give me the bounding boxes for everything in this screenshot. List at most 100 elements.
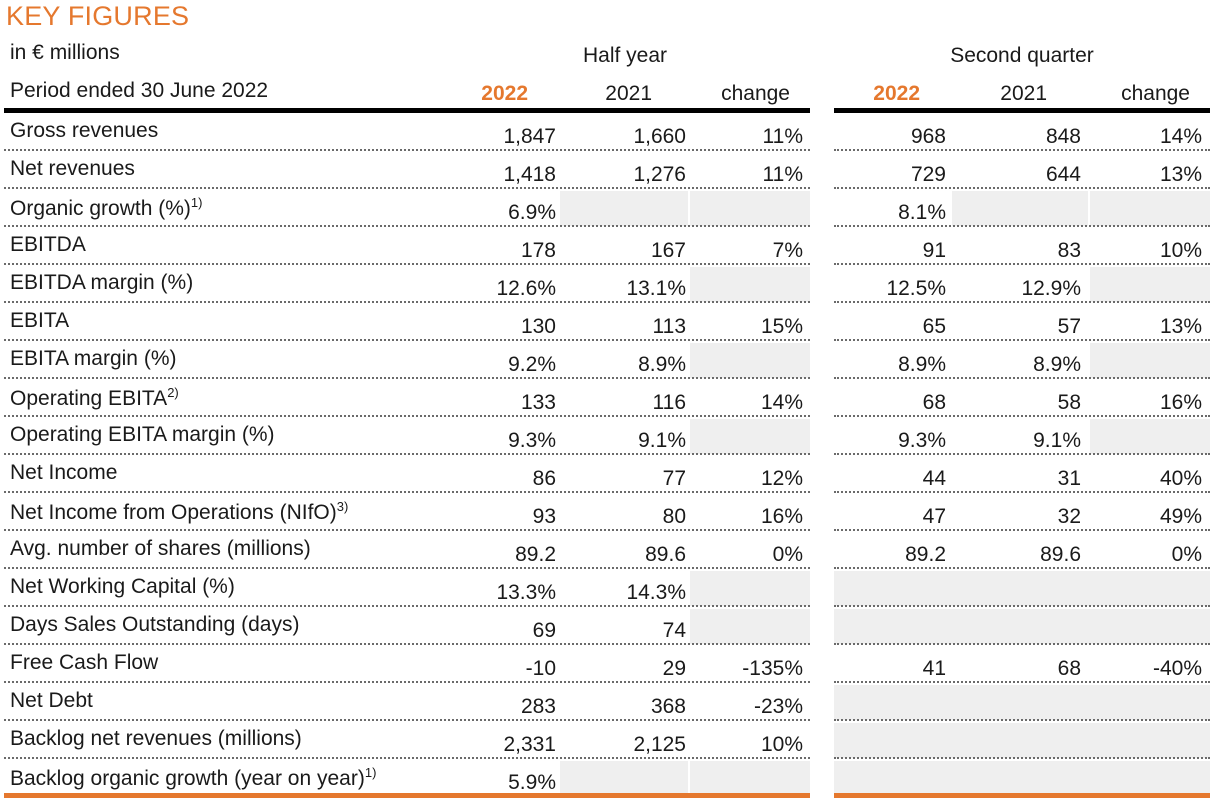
table-row: Backlog net revenues (millions) 2,331 2,12… xyxy=(0,721,1219,759)
cell-q2021: 57 xyxy=(1057,315,1081,338)
row-label: EBITA xyxy=(10,309,69,333)
cell-h2021: 13.1% xyxy=(626,277,686,300)
footnote-marker: 1) xyxy=(190,195,203,210)
row-divider xyxy=(4,453,810,455)
cell-qchg: 0% xyxy=(1171,543,1202,566)
table-row: Backlog organic growth (year on year)1) 5… xyxy=(0,759,1219,797)
empty-cell-shade xyxy=(690,191,810,226)
row-label-text: Net Income xyxy=(10,461,118,484)
row-divider xyxy=(4,187,810,189)
row-divider xyxy=(834,605,1210,607)
row-divider xyxy=(834,529,1210,531)
empty-cell-shade xyxy=(834,571,1210,606)
row-label: Net Working Capital (%) xyxy=(10,575,235,599)
cell-q2021: 8.9% xyxy=(1033,353,1081,376)
cell-qchg: 14% xyxy=(1159,125,1202,148)
cell-q2022: 8.9% xyxy=(898,353,946,376)
row-divider xyxy=(834,415,1210,417)
cell-h2022: 1,418 xyxy=(503,163,556,186)
cell-h2022: 178 xyxy=(520,239,556,262)
row-label: Backlog organic growth (year on year)1) xyxy=(10,765,376,791)
cell-h2021: 368 xyxy=(650,695,686,718)
cell-q2022: 47 xyxy=(922,505,946,528)
cell-h2022: 2,331 xyxy=(503,733,556,756)
cell-h2021: 29 xyxy=(662,657,686,680)
row-label-text: EBITDA margin (%) xyxy=(10,271,194,294)
row-label: Avg. number of shares (millions) xyxy=(10,537,311,561)
cell-h2022: 89.2 xyxy=(515,543,556,566)
cell-h2021: 8.9% xyxy=(638,353,686,376)
page-title: KEY FIGURES xyxy=(6,1,190,31)
cell-h2021: 167 xyxy=(650,239,686,262)
col-header-half-change: change xyxy=(721,82,790,105)
row-label: Days Sales Outstanding (days) xyxy=(10,613,299,637)
cell-q2021: 58 xyxy=(1057,391,1081,414)
row-divider xyxy=(4,263,810,265)
empty-cell-shade xyxy=(1090,343,1210,378)
row-label: Operating EBITA2) xyxy=(10,385,179,411)
footnote-marker: 1) xyxy=(364,765,377,780)
row-divider xyxy=(834,643,1210,645)
row-divider xyxy=(4,225,810,227)
cell-h2021: 80 xyxy=(662,505,686,528)
row-divider xyxy=(4,491,810,493)
row-label-text: Backlog organic growth (year on year) xyxy=(10,767,365,790)
cell-q2022: 968 xyxy=(910,125,946,148)
row-label-text: Operating EBITA margin (%) xyxy=(10,423,275,446)
cell-h2022: 130 xyxy=(520,315,556,338)
row-label-text: Backlog net revenues (millions) xyxy=(10,727,302,750)
cell-q2022: 729 xyxy=(910,163,946,186)
table-row: Days Sales Outstanding (days) 69 74 xyxy=(0,607,1219,645)
row-divider xyxy=(4,529,810,531)
row-label: Gross revenues xyxy=(10,119,158,143)
row-label: EBITDA margin (%) xyxy=(10,271,193,295)
cell-h2022: 1,847 xyxy=(503,125,556,148)
cell-hchg: -23% xyxy=(753,695,803,718)
row-divider xyxy=(4,567,810,569)
cell-q2021: 89.6 xyxy=(1040,543,1081,566)
cell-h2022: 13.3% xyxy=(496,581,556,604)
cell-h2022: 133 xyxy=(520,391,556,414)
empty-cell-shade xyxy=(690,267,810,302)
cell-hchg: 12% xyxy=(760,467,803,490)
row-label: Net Debt xyxy=(10,689,93,713)
table-row: Free Cash Flow -10 29 -135% 41 68 -40% xyxy=(0,645,1219,683)
cell-hchg: -135% xyxy=(742,657,803,680)
cell-h2022: 93 xyxy=(532,505,556,528)
cell-q2022: 44 xyxy=(922,467,946,490)
table-row: EBITDA margin (%) 12.6% 13.1% 12.5% 12.9% xyxy=(0,265,1219,303)
empty-cell-shade xyxy=(834,685,1210,720)
cell-h2022: 283 xyxy=(520,695,556,718)
row-divider xyxy=(4,301,810,303)
row-divider xyxy=(4,757,810,759)
row-label: EBITA margin (%) xyxy=(10,347,176,371)
col-header-half-2022: 2022 xyxy=(481,82,528,105)
row-label-text: EBITDA xyxy=(10,233,86,256)
cell-h2021: 1,276 xyxy=(633,163,686,186)
cell-hchg: 11% xyxy=(762,125,803,148)
row-label-text: Operating EBITA xyxy=(10,387,168,410)
row-divider xyxy=(834,453,1210,455)
empty-cell-shade xyxy=(834,609,1210,644)
row-label: Organic growth (%)1) xyxy=(10,195,202,221)
row-label: Free Cash Flow xyxy=(10,651,158,675)
cell-hchg: 16% xyxy=(760,505,803,528)
cell-h2021: 77 xyxy=(662,467,686,490)
row-divider xyxy=(834,149,1210,151)
cell-h2021: 113 xyxy=(652,315,686,338)
row-label: Operating EBITA margin (%) xyxy=(10,423,275,447)
table-row: Avg. number of shares (millions) 89.2 89.6… xyxy=(0,531,1219,569)
row-divider xyxy=(834,377,1210,379)
footer-rule-left xyxy=(4,793,810,798)
cell-qchg: 13% xyxy=(1159,163,1202,186)
table-row: Net Income 86 77 12% 44 31 40% xyxy=(0,455,1219,493)
empty-cell-shade xyxy=(560,761,688,796)
row-label-text: Free Cash Flow xyxy=(10,651,159,674)
row-label: Net Income from Operations (NIfO)3) xyxy=(10,499,348,525)
col-header-q2-2022: 2022 xyxy=(873,82,920,105)
table-row: Organic growth (%)1) 6.9% 8.1% xyxy=(0,189,1219,227)
cell-h2022: 5.9% xyxy=(508,771,556,794)
header-rule-left xyxy=(4,108,810,113)
cell-q2021: 32 xyxy=(1057,505,1081,528)
row-label: Net Income xyxy=(10,461,117,485)
